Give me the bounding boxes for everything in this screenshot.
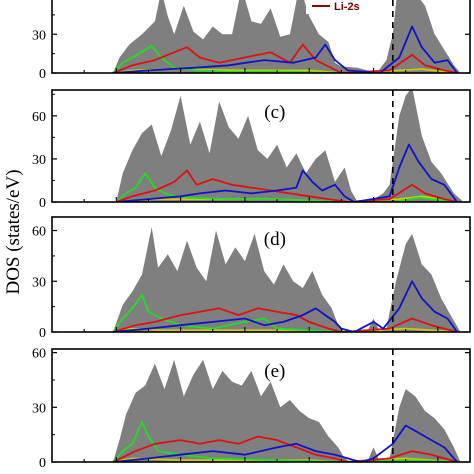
plot-area xyxy=(112,359,461,462)
panel-4: 0 30 60 (e) xyxy=(32,347,471,471)
panel-label: (c) xyxy=(264,102,285,123)
panel-label: (e) xyxy=(264,361,285,382)
pdos-line-green xyxy=(115,172,458,202)
panel-2: 0 30 60 (c) xyxy=(32,89,471,211)
legend: Li-2s xyxy=(306,0,376,14)
legend-label-li2s: Li-2s xyxy=(334,1,360,13)
total-dos-area xyxy=(113,0,461,73)
plot-area xyxy=(112,0,461,73)
y-tick-label: 0 xyxy=(39,67,46,82)
y-tick-label: 0 xyxy=(39,196,46,211)
panel-label: (d) xyxy=(264,229,286,250)
panel-frame xyxy=(51,0,471,74)
y-tick-label: 30 xyxy=(32,28,46,43)
plot-area xyxy=(112,227,461,332)
y-tick-label: 60 xyxy=(32,225,46,240)
pdos-line-blue xyxy=(113,25,458,73)
y-tick-label: 60 xyxy=(32,110,46,125)
panel-1: 0 30 xyxy=(32,0,471,82)
panel-3: 0 30 60 (d) xyxy=(32,216,471,341)
y-tick-label: 60 xyxy=(32,347,46,362)
total-dos-area xyxy=(113,359,461,462)
y-tick-label: 0 xyxy=(39,326,46,341)
total-dos-area xyxy=(113,227,461,332)
plot-area xyxy=(115,90,464,202)
pdos-line-blue xyxy=(116,143,458,202)
total-dos-area xyxy=(116,90,464,202)
panel-frame xyxy=(51,348,471,463)
y-tick-label: 30 xyxy=(32,401,46,416)
pdos-line-red xyxy=(112,307,458,332)
pdos-line-red xyxy=(112,43,458,73)
pdos-line-red xyxy=(112,435,458,462)
y-tick-label: 0 xyxy=(39,456,46,471)
pdos-line-blue xyxy=(113,424,458,462)
panel-frame xyxy=(51,216,471,333)
y-tick-label: 30 xyxy=(32,153,46,168)
panel-frame xyxy=(51,89,471,203)
legend-box xyxy=(306,0,376,14)
y-axis-label: DOS (states/eV) xyxy=(3,169,24,294)
pdos-line-blue xyxy=(113,280,458,332)
y-tick-label: 30 xyxy=(32,275,46,290)
